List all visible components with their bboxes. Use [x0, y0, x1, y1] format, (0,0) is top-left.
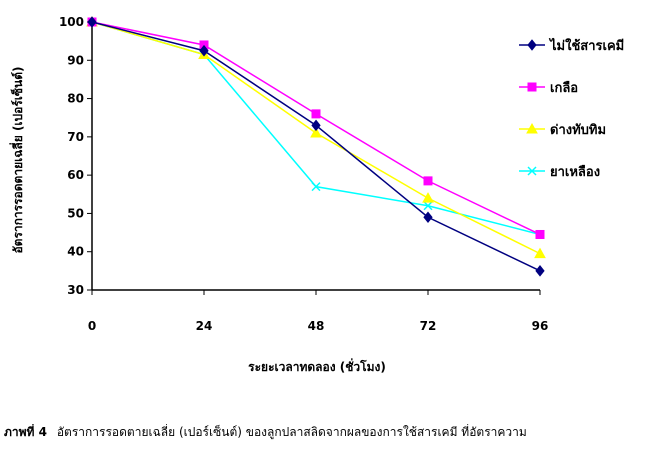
y-tick-label: 50 — [67, 206, 84, 220]
y-tick-label: 90 — [67, 53, 84, 67]
legend-item-1: ไม่ใช้สารเคมี — [519, 37, 624, 54]
series-1 — [87, 16, 545, 277]
y-tick-label: 70 — [67, 130, 84, 144]
series-3 — [86, 15, 546, 259]
legend-item-3: ด่างทับทิม — [519, 122, 606, 138]
x-marker-stroke — [527, 166, 537, 176]
data-point — [87, 16, 97, 28]
series-layer — [86, 15, 546, 277]
data-point — [535, 229, 545, 239]
legend-label: ไม่ใช้สารเคมี — [548, 37, 624, 54]
data-point — [311, 182, 321, 192]
data-point — [423, 176, 433, 186]
x-tick-label: 0 — [88, 319, 96, 333]
legend-swatch-marker — [527, 39, 537, 51]
y-axis-ticks: 30 40 50 60 70 80 90 100 — [59, 15, 92, 297]
data-point — [310, 126, 322, 138]
data-point — [534, 247, 546, 259]
x-tick-label: 72 — [420, 319, 437, 333]
x-marker-stroke — [311, 182, 321, 192]
data-point — [311, 109, 321, 119]
series-line — [91, 21, 541, 272]
axes — [91, 22, 540, 291]
y-tick-label: 60 — [67, 168, 84, 182]
y-tick-label: 80 — [67, 92, 84, 106]
legend-label: ด่างทับทิม — [550, 123, 606, 138]
legend-item-4: ยาเหลือง — [519, 164, 600, 180]
legend-swatch-marker — [527, 82, 537, 92]
legend-swatch-marker — [527, 166, 537, 176]
data-point — [422, 192, 434, 203]
x-tick-label: 24 — [196, 319, 213, 333]
y-tick-label: 100 — [59, 15, 84, 29]
data-point — [535, 265, 545, 277]
survival-rate-chart: 30 40 50 60 70 80 90 100 0 24 48 72 96 ไม่ใช้สารเคม… — [9, 15, 624, 374]
legend-label: ยาเหลือง — [550, 164, 600, 180]
legend-label: เกลือ — [550, 80, 578, 96]
data-point — [423, 201, 433, 211]
x-tick-label: 96 — [532, 319, 549, 333]
x-axis-title: ระยะเวลาทดลอง (ชั่วโมง) — [248, 358, 386, 374]
figure-caption-label: ภาพที่ 4 — [4, 425, 47, 439]
data-point — [311, 119, 321, 132]
data-point — [199, 44, 209, 57]
y-axis-title: อัตราการรอดตายเฉลี่ย (เปอร์เซ็นต์) — [9, 66, 25, 253]
figure-caption-text: อัตราการรอดตายเฉลี่ย (เปอร์เซ็นต์) ของลู… — [56, 425, 527, 439]
y-tick-label: 40 — [67, 245, 84, 259]
data-point — [423, 211, 433, 224]
legend-item-2: เกลือ — [519, 80, 578, 96]
y-tick-label: 30 — [67, 283, 84, 297]
figure-caption: ภาพที่ 4 อัตราการรอดตายเฉลี่ย (เปอร์เซ็น… — [4, 424, 644, 450]
x-axis-ticks: 0 24 48 72 96 — [88, 290, 549, 333]
legend-swatch-marker — [526, 122, 538, 134]
series-line — [91, 21, 541, 255]
x-tick-label: 48 — [308, 319, 325, 333]
x-marker-stroke — [423, 201, 433, 211]
